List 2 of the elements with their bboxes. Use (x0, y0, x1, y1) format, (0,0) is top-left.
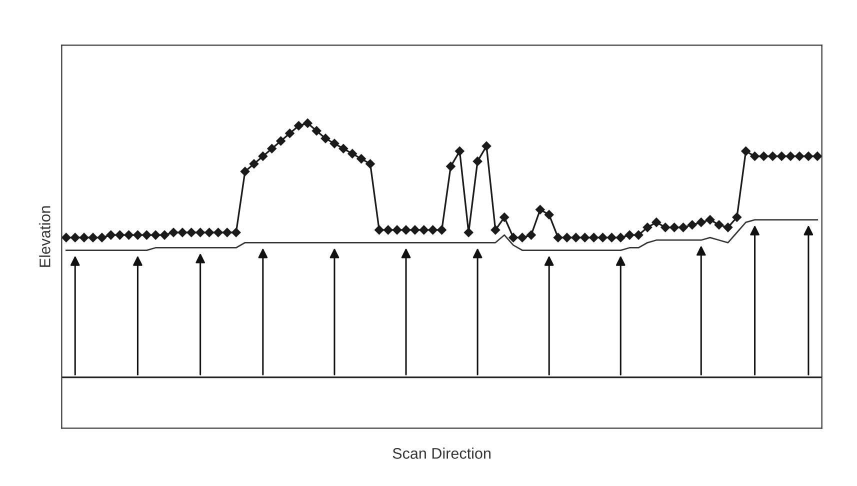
x-axis-title: Scan Direction (392, 448, 490, 459)
y-axis-title: Elevation (39, 206, 50, 267)
